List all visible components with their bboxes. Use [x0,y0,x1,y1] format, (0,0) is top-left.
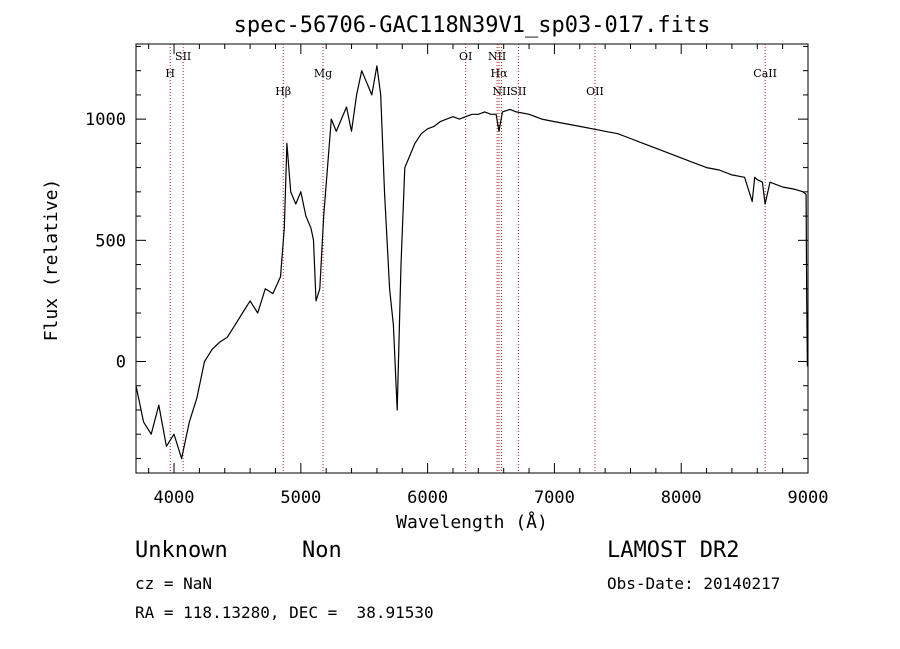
spectral-line-label: Hβ [275,85,291,98]
plot-frame [135,43,809,474]
chart-title: spec-56706-GAC118N39V1_sp03-017.fits [234,13,711,38]
x-tick-label: 6000 [407,488,448,508]
spectral-line-label: NII [492,85,510,98]
x-axis-label: Wavelength (Å) [396,511,548,533]
class-label: Unknown [135,538,228,563]
y-tick-label: 500 [95,231,126,251]
spectral-line-label: SII [175,50,191,63]
spectral-line-label: NII [488,50,506,63]
spectral-line-label: OII [586,85,604,98]
x-tick-label: 9000 [788,488,829,508]
survey-label: LAMOST DR2 [607,538,740,563]
x-tick-label: 5000 [280,488,321,508]
obs-date-label: Obs-Date: 20140217 [607,574,781,593]
spectral-line-label: CaII [753,67,777,80]
subclass-label: Non [302,538,342,563]
spectral-line-label: Hα [490,67,508,80]
spectral-line-label: H [165,67,175,80]
spectral-line-label: OI [459,50,472,63]
x-tick-label: 8000 [661,488,702,508]
spectral-line-label: SII [510,85,526,98]
spectrum-series [135,65,808,460]
y-tick-label: 1000 [85,110,126,130]
y-axis-label: Flux (relative) [41,179,62,342]
coordinates-label: RA = 118.13280, DEC = 38.91530 [135,603,434,622]
y-tick-label: 0 [116,353,126,373]
plot-area: 4000 5000 6000 7000 8000 900005001000HSIIHβMg… [85,43,829,508]
spectral-line-label: Mg [314,67,332,80]
x-tick-label: 7000 [534,488,575,508]
redshift-label: cz = NaN [135,574,213,593]
x-tick-label: 4000 [154,488,195,508]
